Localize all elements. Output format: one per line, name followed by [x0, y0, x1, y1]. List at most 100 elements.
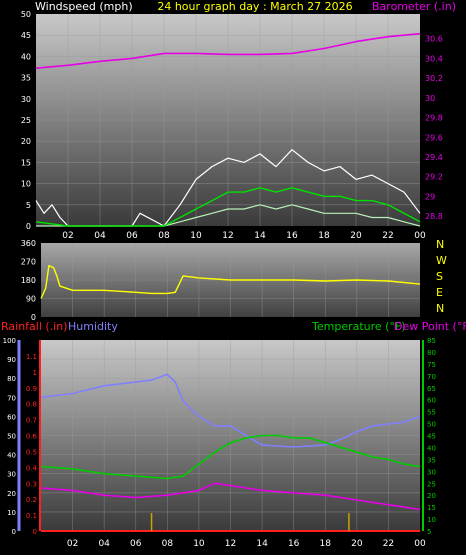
wind-x-tick-label: 08	[158, 231, 170, 241]
humidity-label: Humidity	[68, 320, 118, 333]
wind-x-tick-label: 12	[222, 231, 233, 241]
humidity-tick-label: 20	[7, 490, 16, 498]
barometer-tick-label: 30	[425, 94, 435, 103]
temperature-tick-label: 35	[427, 456, 436, 464]
temp-x-tick-label: 14	[256, 539, 268, 549]
humidity-tick-label: 60	[7, 413, 16, 421]
temperature-axis: 5 10 15 20 25 30 35 40 45 50 55 60 65 70 75 80 85	[422, 337, 436, 536]
windspeed-tick-label: 45	[21, 31, 31, 40]
humidity-tick-label: 0	[12, 528, 16, 536]
temperature-tick-label: 55	[427, 409, 436, 417]
temp-x-tick-label: 22	[383, 539, 394, 549]
temp-x-tick-label: 16	[288, 539, 300, 549]
temperature-tick-label: 40	[427, 444, 436, 452]
rainfall-tick-label: 0.7	[26, 417, 37, 425]
barometer-tick-label: 29.4	[425, 153, 443, 162]
wind-series	[35, 32, 421, 227]
barometer-tick-label: 30.4	[425, 54, 443, 63]
wind-x-tick-label: 06	[126, 231, 138, 241]
humidity-tick-label: 10	[7, 509, 16, 517]
barometer-label: Barometer (.in)	[372, 0, 456, 13]
barometer-tick-label: 29.6	[425, 133, 443, 142]
windspeed-tick-label: 20	[21, 137, 31, 146]
temperature-tick-label: 65	[427, 385, 436, 393]
direction-series	[40, 264, 421, 299]
windspeed-axis: 0 5 10 15 20 25 30 35 40 45 50	[21, 10, 31, 231]
humidity-tick-label: 50	[7, 433, 16, 441]
barometer-tick-label: 30.2	[425, 74, 443, 83]
barometer-tick-label: 29.2	[425, 173, 443, 182]
temperature-tick-label: 10	[427, 516, 436, 524]
temp-x-tick-label: 00	[414, 539, 426, 549]
barometer-tick-label: 29.8	[425, 114, 443, 123]
temperature-tick-label: 75	[427, 361, 436, 369]
wind-x-tick-label: 04	[94, 231, 106, 241]
temp-x-tick-label: 18	[320, 539, 332, 549]
rainfall-tick-label: 0.2	[26, 496, 37, 504]
temperature-tick-label: 20	[427, 492, 436, 500]
wind-x-tick-label: 16	[286, 231, 298, 241]
temperature-tick-label: 25	[427, 480, 436, 488]
direction-tick-label: 360	[21, 239, 36, 248]
wind-x-tick-label: 22	[382, 231, 393, 241]
wind-low-line	[36, 204, 421, 227]
windspeed-tick-label: 10	[21, 180, 31, 189]
humidity-tick-label: 80	[7, 375, 16, 383]
rainfall-axis: 0 0.1 0.2 0.3 0.4 0.5 0.6 0.7 0.8 0.9 1 1.1	[26, 340, 41, 536]
direction-tick-label: 90	[26, 295, 36, 304]
temp-x-tick-label: 10	[193, 539, 205, 549]
temp-x-tick-label: 08	[162, 539, 174, 549]
windspeed-tick-label: 15	[21, 158, 31, 167]
temp-x-tick-label: 20	[351, 539, 363, 549]
rainfall-tick-label: 1	[33, 369, 37, 377]
wind-x-axis: 02 04 06 08 10 12 14 16 18 20 22 00	[62, 231, 426, 241]
wind-x-tick-label: 02	[62, 231, 73, 241]
chart-title: 24 hour graph day : March 27 2026	[157, 0, 352, 13]
humidity-axis: 0 10 20 30 40 50 60 70 80 90 100	[3, 337, 21, 536]
rainfall-tick-label: 0.5	[26, 448, 37, 456]
windspeed-tick-label: 50	[21, 10, 31, 19]
wind-x-tick-label: 20	[350, 231, 362, 241]
windspeed-tick-label: 40	[21, 52, 31, 61]
temp-x-tick-label: 04	[98, 539, 110, 549]
rainfall-tick-label: 1.1	[26, 353, 37, 361]
temperature-tick-label: 15	[427, 504, 436, 512]
temperature-line	[40, 434, 421, 480]
humidity-tick-label: 70	[7, 394, 16, 402]
dew-point-label: Dew Point (°F)	[394, 320, 466, 333]
temperature-tick-label: 70	[427, 373, 436, 381]
windspeed-tick-label: 0	[26, 222, 31, 231]
temp-x-tick-label: 12	[225, 539, 236, 549]
windspeed-tick-label: 5	[26, 201, 31, 210]
barometer-axis: 28.8 29 29.2 29.4 29.6 29.8 30 30.2 30.4 30.6	[425, 35, 443, 221]
rainfall-tick-label: 0	[33, 528, 37, 536]
temp-x-tick-label: 06	[130, 539, 142, 549]
compass-letter: N	[436, 238, 444, 251]
wind-direction-line	[40, 264, 421, 299]
windspeed-tick-label: 35	[21, 74, 31, 83]
humidity-tick-label: 90	[7, 356, 16, 364]
barometer-line	[35, 32, 421, 69]
barometer-tick-label: 29	[425, 192, 435, 201]
temperature-tick-label: 50	[427, 421, 436, 429]
temperature-tick-label: 85	[427, 337, 436, 345]
temp-grid	[41, 340, 420, 531]
temperature-tick-label: 45	[427, 433, 436, 441]
dew-point-line	[40, 482, 421, 511]
humidity-tick-label: 40	[7, 452, 16, 460]
rainfall-tick-label: 0.4	[26, 464, 38, 472]
direction-tick-label: 270	[21, 258, 36, 267]
compass-letter: S	[436, 270, 443, 283]
rainfall-tick-label: 0.8	[26, 401, 37, 409]
direction-tick-label: 0	[31, 313, 36, 322]
windspeed-tick-label: 30	[21, 95, 31, 104]
temperature-tick-label: 60	[427, 397, 436, 405]
wind-x-tick-label: 00	[414, 231, 426, 241]
direction-axis: 0 90 180 270 360	[21, 239, 36, 322]
temp-series	[40, 373, 421, 532]
rainfall-tick-label: 0.6	[26, 433, 38, 441]
windspeed-tick-label: 25	[21, 116, 31, 125]
temperature-tick-label: 30	[427, 468, 436, 476]
